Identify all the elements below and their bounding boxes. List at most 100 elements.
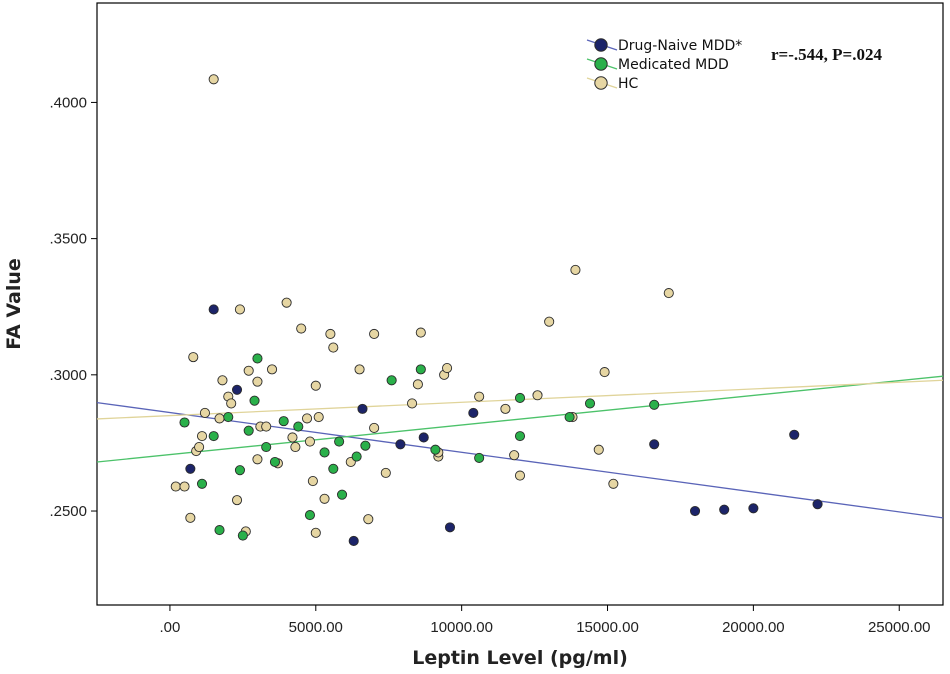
y-tick-label: .4000 <box>49 94 87 111</box>
data-point-series-1 <box>334 436 345 447</box>
data-point-series-1 <box>243 425 254 436</box>
data-point-series-1 <box>474 452 485 463</box>
legend-label-1: Medicated MDD <box>618 57 729 73</box>
y-axis: .2500 .3000 .3500 .4000 <box>49 94 97 520</box>
data-point-series-0 <box>689 505 701 517</box>
legend-marker-1 <box>594 57 608 71</box>
data-point-series-2 <box>304 436 316 447</box>
data-point-series-2 <box>663 288 674 299</box>
data-point-series-2 <box>325 328 336 340</box>
data-point-series-2 <box>185 512 196 523</box>
data-point-series-1 <box>319 447 330 458</box>
data-point-series-2 <box>500 403 511 414</box>
data-point-series-2 <box>593 444 604 455</box>
legend-marker-2 <box>594 76 608 90</box>
data-point-series-2 <box>369 328 380 340</box>
data-point-series-1 <box>430 444 441 455</box>
data-point-series-2 <box>599 367 610 378</box>
data-point-series-2 <box>170 481 181 492</box>
data-point-series-0 <box>468 407 479 419</box>
data-point-series-2 <box>608 478 619 489</box>
data-point-series-1 <box>278 416 289 427</box>
data-point-series-1 <box>214 525 225 536</box>
data-point-series-0 <box>789 429 800 440</box>
x-tick-label: 25000.00 <box>868 619 931 636</box>
data-point-series-2 <box>234 304 245 315</box>
data-point-series-2 <box>313 411 324 423</box>
correlation-annotation: r=-.544, P=.024 <box>771 45 882 64</box>
data-point-series-2 <box>412 379 423 390</box>
data-point-series-2 <box>474 391 485 402</box>
data-point-series-2 <box>252 376 263 387</box>
data-point-series-2 <box>328 342 339 353</box>
data-point-series-2 <box>196 431 208 442</box>
data-point-series-2 <box>415 327 426 338</box>
data-point-series-2 <box>570 264 581 276</box>
data-point-series-0 <box>357 403 368 414</box>
data-point-series-1 <box>237 530 248 541</box>
x-tick-label: 10000.00 <box>430 619 493 636</box>
data-point-series-2 <box>319 493 330 504</box>
data-points <box>170 74 823 547</box>
x-tick-label: .00 <box>160 619 181 636</box>
data-point-series-1 <box>196 478 208 489</box>
data-point-series-2 <box>301 413 313 424</box>
data-point-series-2 <box>188 352 199 363</box>
data-point-series-0 <box>418 432 429 443</box>
data-point-series-1 <box>336 489 348 500</box>
data-point-series-1 <box>564 411 575 423</box>
data-point-series-2 <box>199 407 210 419</box>
data-point-series-2 <box>266 364 278 375</box>
data-point-series-2 <box>290 441 301 453</box>
legend-label-0: Drug-Naive MDD* <box>618 38 742 54</box>
data-point-series-2 <box>307 476 318 487</box>
data-point-series-2 <box>261 421 272 432</box>
data-point-series-1 <box>304 510 316 521</box>
data-point-series-2 <box>252 454 263 465</box>
data-point-series-0 <box>185 463 196 474</box>
y-tick-label: .2500 <box>49 503 87 520</box>
data-point-series-1 <box>351 451 362 462</box>
x-tick-label: 15000.00 <box>576 619 639 636</box>
data-point-series-0 <box>719 504 730 515</box>
data-point-series-2 <box>296 323 307 334</box>
data-point-series-1 <box>179 417 190 428</box>
fit-line-series-0 <box>96 401 944 519</box>
x-tick-label: 20000.00 <box>722 619 785 636</box>
data-point-series-2 <box>231 495 243 506</box>
x-axis-title: Leptin Level (pg/ml) <box>412 647 628 669</box>
data-point-series-2 <box>442 362 453 374</box>
data-point-series-0 <box>348 535 359 547</box>
data-point-series-1 <box>269 456 281 468</box>
data-point-series-0 <box>812 499 823 510</box>
data-point-series-0 <box>649 439 660 450</box>
data-point-series-2 <box>514 470 526 481</box>
data-point-series-0 <box>748 503 759 514</box>
data-point-series-2 <box>194 441 205 453</box>
data-point-series-2 <box>509 450 520 461</box>
plot-area <box>96 2 944 606</box>
data-point-series-1 <box>249 395 260 406</box>
data-point-series-1 <box>386 375 397 386</box>
data-point-series-2 <box>354 364 365 375</box>
data-point-series-2 <box>287 432 298 443</box>
data-point-series-1 <box>328 463 339 474</box>
data-point-series-0 <box>231 384 243 395</box>
data-point-series-1 <box>261 441 272 453</box>
data-point-series-2 <box>208 74 219 85</box>
data-point-series-0 <box>208 304 219 315</box>
data-point-series-2 <box>214 413 225 424</box>
fit-line-series-1 <box>96 375 944 463</box>
data-point-series-2 <box>217 375 228 386</box>
data-point-series-1 <box>223 411 234 423</box>
data-point-series-2 <box>310 527 321 538</box>
data-point-series-0 <box>444 522 456 533</box>
data-point-series-1 <box>234 465 245 476</box>
data-point-series-1 <box>514 392 526 404</box>
data-point-series-2 <box>544 316 555 327</box>
data-point-series-2 <box>363 514 374 525</box>
data-point-series-1 <box>649 399 660 410</box>
data-point-series-2 <box>532 390 543 401</box>
